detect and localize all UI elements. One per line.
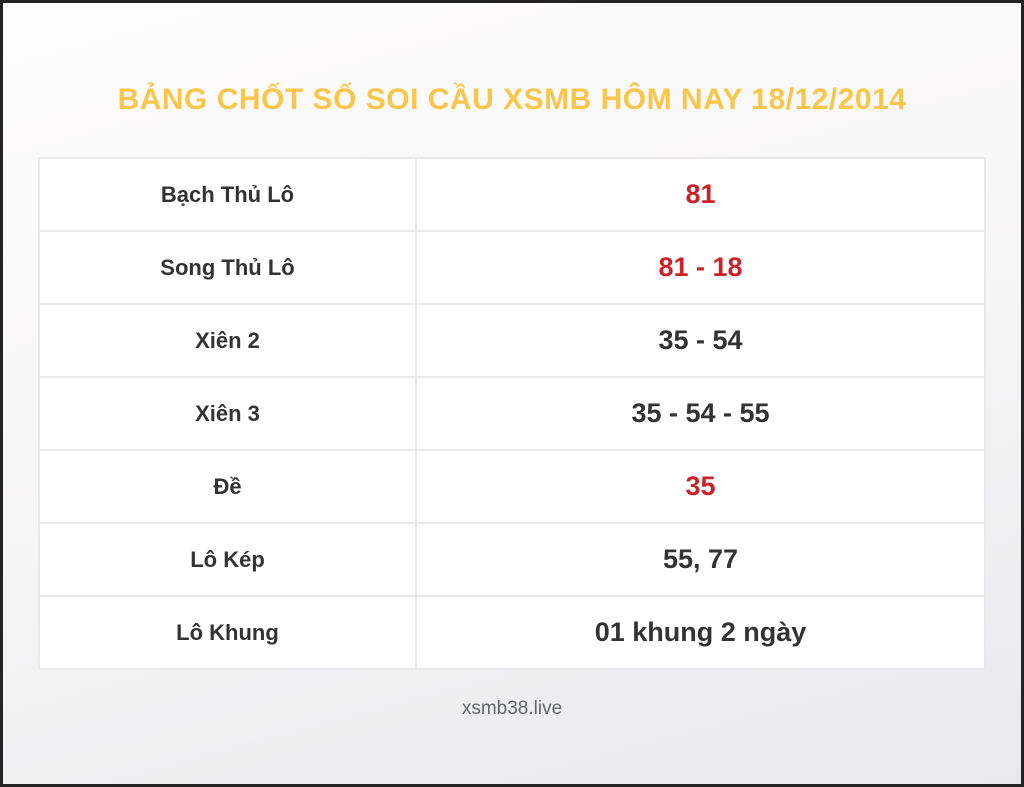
- table-row: Bạch Thủ Lô 81: [38, 157, 986, 232]
- row-value: 35 - 54 - 55: [415, 376, 986, 451]
- row-label: Bạch Thủ Lô: [38, 157, 417, 232]
- row-label: Song Thủ Lô: [38, 230, 417, 305]
- row-label: Lô Khung: [38, 595, 417, 670]
- page-title: BẢNG CHỐT SỐ SOI CẦU XSMB HÔM NAY 18/12/…: [117, 83, 907, 116]
- prediction-table: Bạch Thủ Lô 81 Song Thủ Lô 81 - 18 Xiên …: [38, 157, 986, 670]
- prediction-table-body: Bạch Thủ Lô 81 Song Thủ Lô 81 - 18 Xiên …: [38, 157, 986, 670]
- table-row: Lô Kép 55, 77: [38, 522, 986, 597]
- row-value: 35 - 54: [415, 303, 986, 378]
- row-value: 81: [415, 157, 986, 232]
- row-value: 81 - 18: [415, 230, 986, 305]
- row-label: Đề: [38, 449, 417, 524]
- table-row: Xiên 2 35 - 54: [38, 303, 986, 378]
- site-watermark: xsmb38.live: [461, 698, 563, 719]
- row-label: Lô Kép: [38, 522, 417, 597]
- table-row: Song Thủ Lô 81 - 18: [38, 230, 986, 305]
- row-value: 01 khung 2 ngày: [415, 595, 986, 670]
- row-label: Xiên 2: [38, 303, 417, 378]
- table-row: Xiên 3 35 - 54 - 55: [38, 376, 986, 451]
- table-row: Đề 35: [38, 449, 986, 524]
- row-label: Xiên 3: [38, 376, 417, 451]
- row-value: 35: [415, 449, 986, 524]
- row-value: 55, 77: [415, 522, 986, 597]
- table-row: Lô Khung 01 khung 2 ngày: [38, 595, 986, 670]
